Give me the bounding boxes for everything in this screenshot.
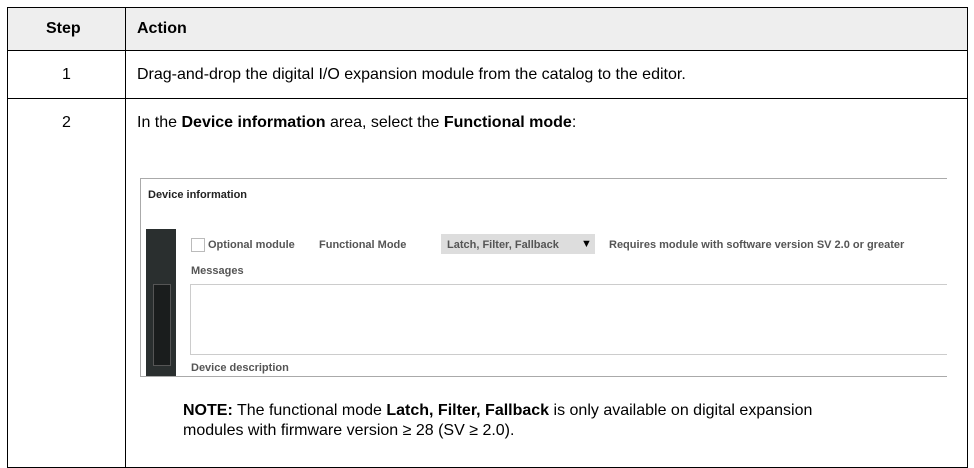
- text: In the: [137, 114, 182, 131]
- description-label: Device description: [191, 362, 289, 374]
- checkbox-label: Optional module: [208, 239, 295, 251]
- requirement-text: Requires module with software version SV…: [609, 239, 905, 251]
- dropdown-arrow: ▼: [581, 238, 592, 250]
- action-text: Drag-and-drop the digital I/O expansion …: [137, 66, 686, 83]
- screenshot: Device information Optional module Funct…: [140, 178, 947, 377]
- bold-text: Functional mode: [443, 114, 572, 131]
- checkbox[interactable]: [191, 238, 205, 252]
- note: NOTE: The functional mode Latch, Filter,…: [183, 401, 823, 441]
- note-label: NOTE:: [183, 402, 233, 419]
- text: is only available on digital expansion m…: [183, 402, 813, 439]
- action-text: In the Device information area, select t…: [137, 114, 576, 132]
- messages-label: Messages: [191, 265, 244, 277]
- page: Step Action 1 Drag-and-drop the digital …: [7, 7, 968, 468]
- bold-text: Device information: [181, 114, 326, 131]
- step-number: 2: [62, 114, 71, 131]
- step-number: 1: [62, 66, 71, 83]
- section-title: Device information: [148, 189, 248, 201]
- device-image: [146, 229, 176, 376]
- text: :: [571, 114, 577, 131]
- dropdown[interactable]: Latch, Filter, Fallback ▼: [441, 234, 595, 254]
- header-step: Step: [46, 20, 81, 37]
- header-cell: [125, 7, 968, 51]
- cell: [7, 98, 126, 468]
- field-label: Functional Mode: [319, 239, 407, 251]
- header-cell: [7, 7, 126, 51]
- messages-box: [190, 284, 947, 355]
- text: The functional mode: [232, 402, 387, 419]
- text: area, select the: [325, 114, 444, 131]
- connector: [153, 284, 171, 366]
- bold-text: Latch, Filter, Fallback: [386, 402, 550, 419]
- dropdown-value: Latch, Filter, Fallback: [447, 239, 559, 251]
- header-action: Action: [137, 20, 187, 37]
